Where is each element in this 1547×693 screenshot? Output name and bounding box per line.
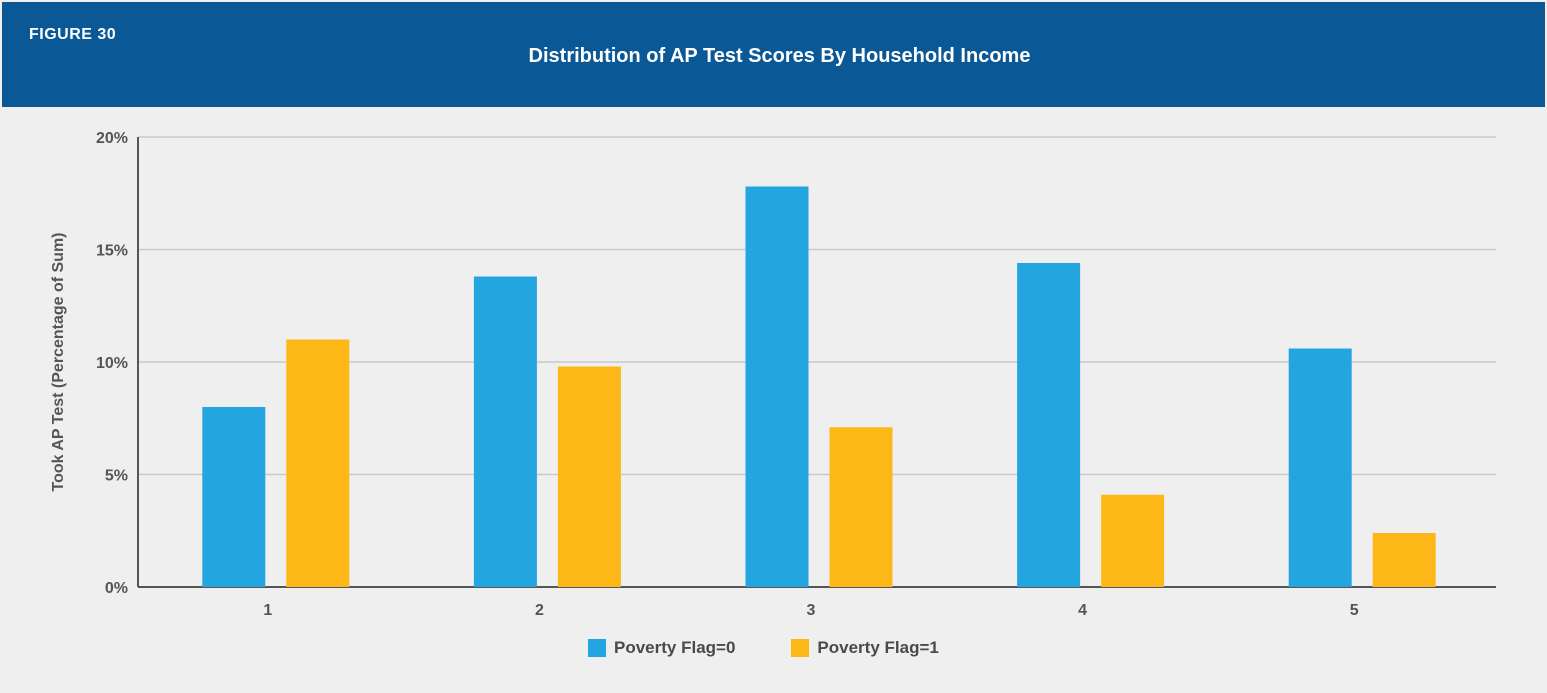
bar-poverty-flag-1-cat-2 <box>557 366 621 587</box>
bar-poverty-flag-0-cat-4 <box>1017 263 1081 587</box>
bar-poverty-flag-0-cat-2 <box>473 276 537 587</box>
legend-label-poverty-flag-0: Poverty Flag=0 <box>614 638 736 657</box>
y-axis-title: Took AP Test (Percentage of Sum) <box>50 232 67 491</box>
chart-legend: Poverty Flag=0 Poverty Flag=1 <box>588 638 995 658</box>
y-tick-label: 15% <box>96 243 128 260</box>
y-tick-label: 10% <box>96 355 128 372</box>
bar-poverty-flag-1-cat-5 <box>1372 533 1436 587</box>
legend-item-poverty-flag-0: Poverty Flag=0 <box>588 638 735 658</box>
legend-item-poverty-flag-1: Poverty Flag=1 <box>791 638 939 658</box>
x-tick-label: 3 <box>807 602 816 619</box>
bar-poverty-flag-1-cat-1 <box>286 339 350 587</box>
y-tick-label: 0% <box>105 580 128 597</box>
y-tick-label: 5% <box>105 468 128 485</box>
x-tick-label: 1 <box>263 602 272 619</box>
legend-swatch-poverty-flag-0 <box>588 639 606 657</box>
bar-poverty-flag-1-cat-4 <box>1101 494 1165 587</box>
bar-poverty-flag-1-cat-3 <box>829 427 893 587</box>
x-tick-label: 4 <box>1078 602 1087 619</box>
figure-label: FIGURE 30 <box>29 26 117 43</box>
bar-poverty-flag-0-cat-3 <box>745 186 809 587</box>
bar-poverty-flag-0-cat-1 <box>202 407 266 587</box>
x-tick-label: 5 <box>1350 602 1359 619</box>
bar-poverty-flag-0-cat-5 <box>1288 348 1352 587</box>
figure-header: FIGURE 30 Distribution of AP Test Scores… <box>2 2 1545 107</box>
legend-label-poverty-flag-1: Poverty Flag=1 <box>817 638 939 657</box>
chart-title: Distribution of AP Test Scores By Househ… <box>528 45 1031 67</box>
x-tick-label: 2 <box>535 602 544 619</box>
legend-swatch-poverty-flag-1 <box>791 639 810 657</box>
y-tick-label: 20% <box>96 130 128 147</box>
